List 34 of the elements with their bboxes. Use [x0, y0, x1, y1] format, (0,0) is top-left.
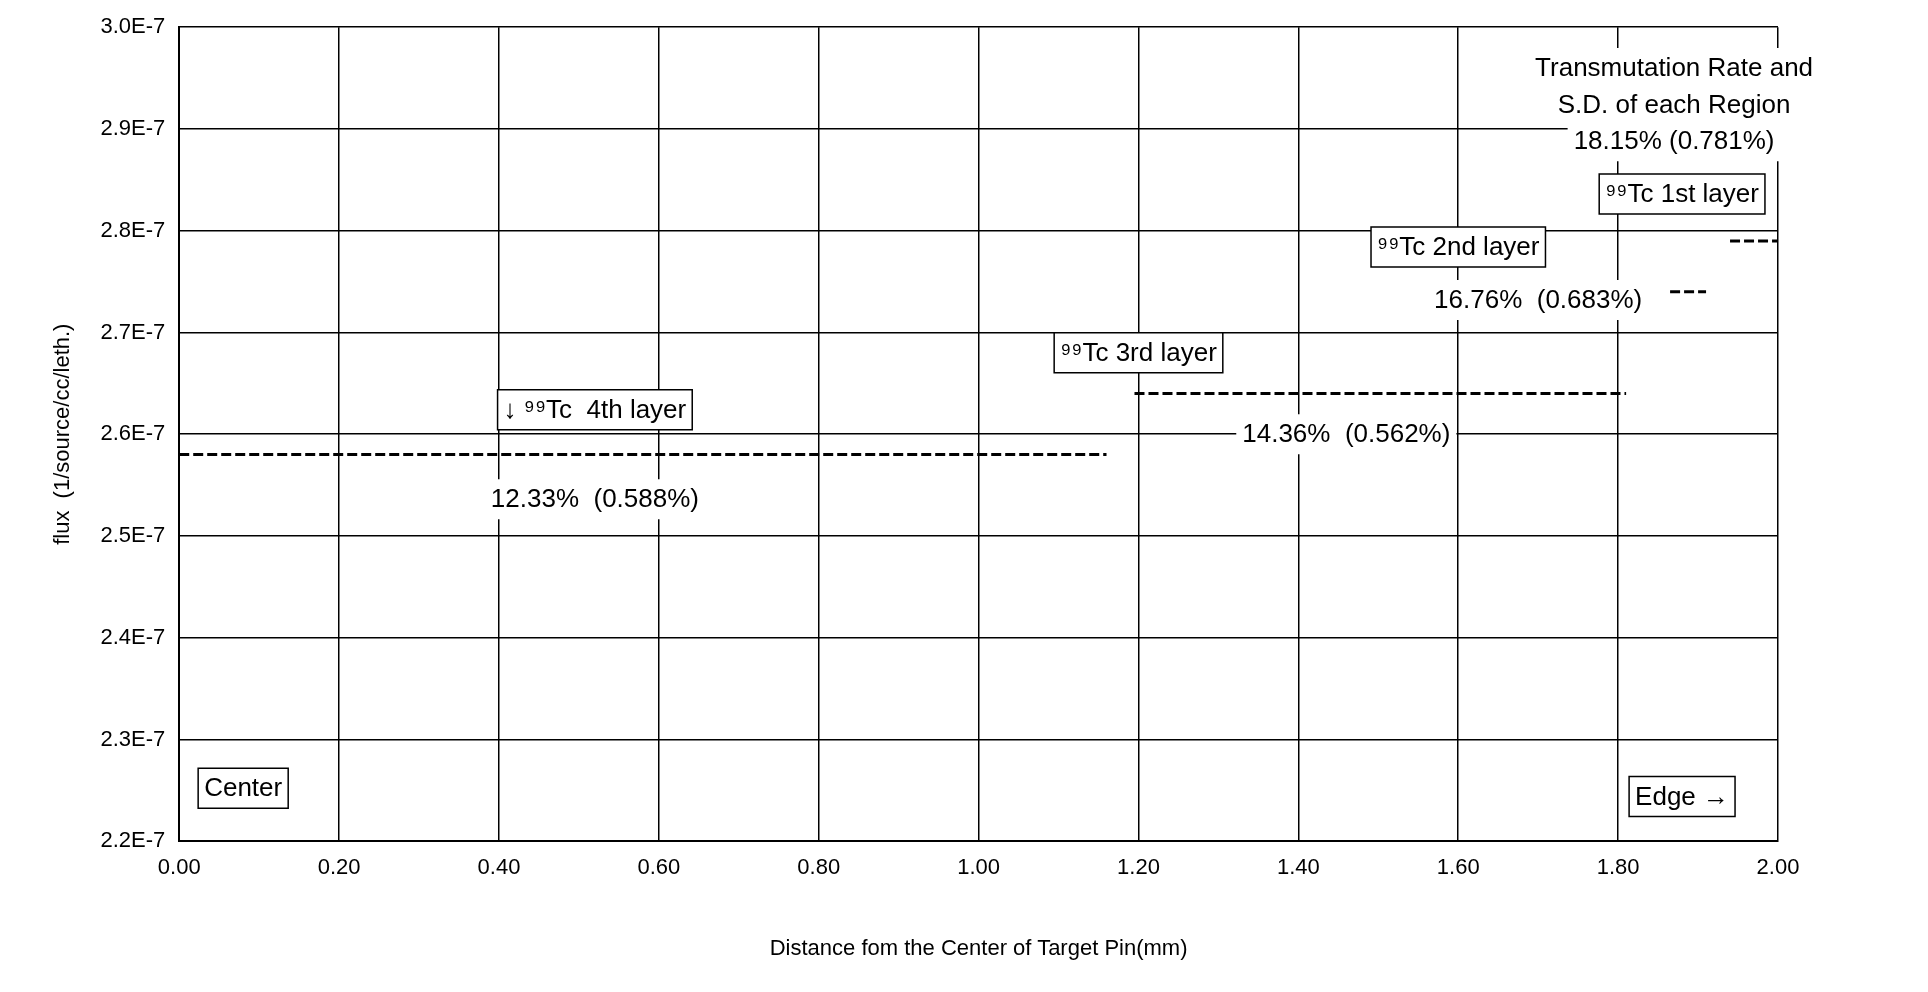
- x-tick-label: 1.80: [1596, 854, 1640, 880]
- y-tick-label: 2.7E-7: [100, 318, 166, 344]
- y-tick-label: 3.0E-7: [100, 13, 166, 39]
- annotation: Transmutation Rate and: [1535, 52, 1814, 83]
- x-tick-label: 0.40: [477, 854, 521, 880]
- x-tick-label: 0.20: [317, 854, 361, 880]
- annotation: ⁹⁹Tc 1st layer: [1605, 178, 1760, 209]
- x-tick-label: 1.40: [1276, 854, 1320, 880]
- annotation: ⁹⁹Tc 2nd layer: [1377, 231, 1540, 262]
- annotation: ↓ ⁹⁹Tc 4th layer: [503, 393, 687, 424]
- annotation: 16.76% (0.683%): [1434, 284, 1643, 315]
- x-tick-label: 1.00: [957, 854, 1001, 880]
- y-tick-label: 2.4E-7: [100, 623, 166, 649]
- y-tick-label: 2.3E-7: [100, 725, 166, 751]
- y-axis-title: flux (1/source/cc/leth.): [49, 323, 75, 545]
- x-tick-label: 0.60: [637, 854, 681, 880]
- annotation: Edge →: [1635, 780, 1730, 811]
- x-tick-label: 1.20: [1117, 854, 1160, 880]
- x-tick-label: 1.60: [1436, 854, 1480, 880]
- y-tick-label: 2.2E-7: [100, 827, 166, 853]
- annotation: 14.36% (0.562%): [1242, 418, 1451, 449]
- y-tick-label: 2.8E-7: [100, 216, 166, 242]
- annotation: 18.15% (0.781%): [1573, 125, 1775, 156]
- annotation: 12.33% (0.588%): [490, 483, 699, 514]
- x-tick-label: 2.00: [1756, 854, 1800, 880]
- annotation: ⁹⁹Tc 3rd layer: [1060, 336, 1218, 367]
- x-axis-title: Distance fom the Center of Target Pin(mm): [769, 934, 1188, 960]
- annotation: S.D. of each Region: [1557, 88, 1791, 119]
- y-tick-label: 2.9E-7: [100, 115, 166, 141]
- annotation: Center: [204, 772, 283, 803]
- y-tick-label: 2.6E-7: [100, 420, 166, 446]
- x-tick-label: 0.80: [797, 854, 841, 880]
- x-tick-label: 0.00: [157, 854, 201, 880]
- y-tick-label: 2.5E-7: [100, 522, 166, 548]
